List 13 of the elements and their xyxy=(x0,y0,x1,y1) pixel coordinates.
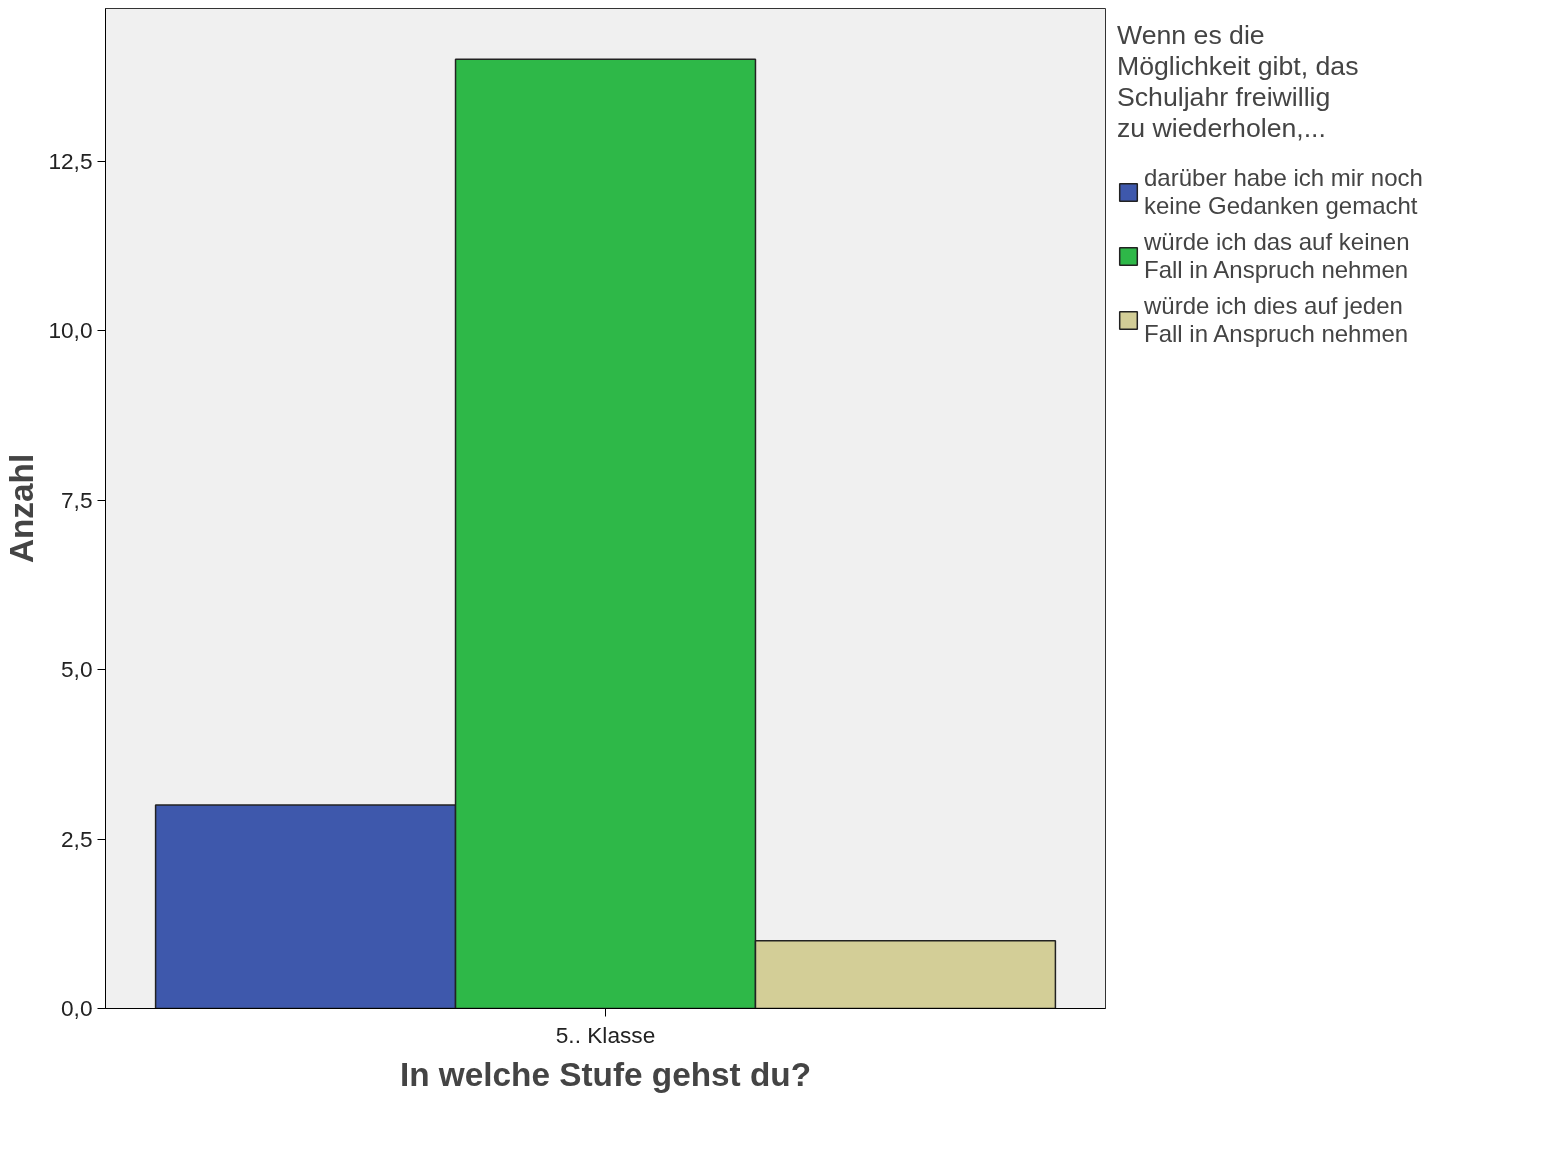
legend-label: darüber habe ich mir noch keine Gedanken gemacht xyxy=(1144,164,1423,220)
legend-label: würde ich dies auf jeden Fall in Anspruch nehmen xyxy=(1144,292,1409,348)
y-tick-label: 7,5 xyxy=(61,486,93,513)
y-tick-label: 5,0 xyxy=(61,656,93,683)
y-tick-label: 10,0 xyxy=(48,317,93,344)
x-axis-title: In welche Stufe gehst du? xyxy=(399,1055,812,1093)
legend-label: würde ich das auf keinen Fall in Anspruch nehmen xyxy=(1144,228,1410,284)
y-axis-title: Anzahl xyxy=(3,453,41,564)
legend-title: Wenn es die Möglichkeit gibt, das Schuljahr freiwillig zu wiederholen,... xyxy=(1117,20,1360,144)
x-tick-label: 5.. Klasse xyxy=(555,1021,656,1048)
y-tick-label: 0,0 xyxy=(61,995,93,1021)
y-tick-label: 12,5 xyxy=(48,147,93,174)
y-tick-label: 2,5 xyxy=(61,825,93,852)
